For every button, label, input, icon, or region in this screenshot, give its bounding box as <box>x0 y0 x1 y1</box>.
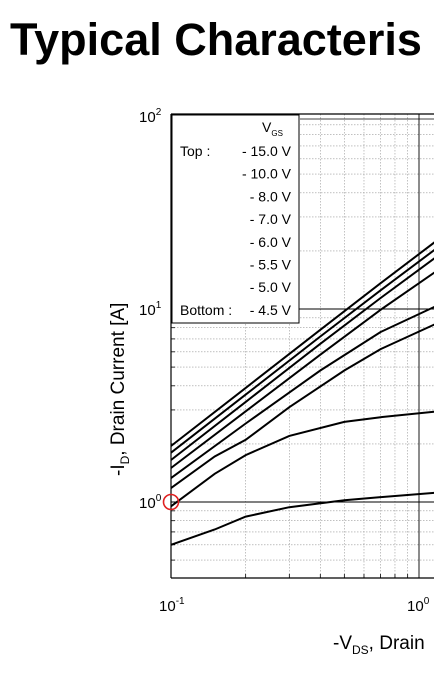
highlight-circle <box>162 493 180 511</box>
series-line-3 <box>170 257 434 461</box>
series-line-2 <box>170 249 434 454</box>
legend-header: VGS <box>262 119 283 138</box>
y-tick-label: 100 <box>139 493 162 512</box>
legend-box <box>171 114 300 324</box>
series-line-8 <box>170 491 434 546</box>
series-line-4 <box>170 271 434 469</box>
y-tick-label: 101 <box>139 300 162 319</box>
legend: VGS Top : - 15.0 V - 10.0 V - 8.0 V - 7.0 V - … <box>171 114 300 324</box>
legend-entry: - 15.0 V <box>242 143 292 159</box>
legend-entry: - 5.0 V <box>250 279 292 295</box>
x-tick-label: 10-1 <box>159 596 185 615</box>
legend-bottom-label: Bottom : <box>180 302 232 318</box>
series-line-6 <box>170 323 434 489</box>
legend-entry: - 4.5 V <box>250 302 292 318</box>
y-tick-label: 102 <box>139 107 162 126</box>
axis-labels: -VDS, Drain -ID, Drain Current [A] <box>108 303 425 657</box>
x-axis-label: -VDS, Drain <box>333 633 425 657</box>
legend-entry: - 7.0 V <box>250 211 292 227</box>
series-line-7 <box>170 410 434 508</box>
series-line-5 <box>170 305 434 479</box>
annotations <box>162 493 180 511</box>
series-line-1 <box>170 241 434 447</box>
plot-frame <box>170 113 434 579</box>
legend-entry: - 10.0 V <box>242 166 292 182</box>
legend-top-label: Top : <box>180 143 210 159</box>
legend-entry: - 5.5 V <box>250 257 292 273</box>
series-lines <box>170 241 434 546</box>
legend-entry: - 6.0 V <box>250 234 292 250</box>
page-title: Typical Characteris <box>10 14 422 65</box>
legend-entry: - 8.0 V <box>250 188 292 204</box>
x-tick-label: 100 <box>407 596 430 615</box>
y-axis-label: -ID, Drain Current [A] <box>108 303 132 476</box>
tick-labels: 100 101 102 10-1 100 <box>139 107 430 615</box>
